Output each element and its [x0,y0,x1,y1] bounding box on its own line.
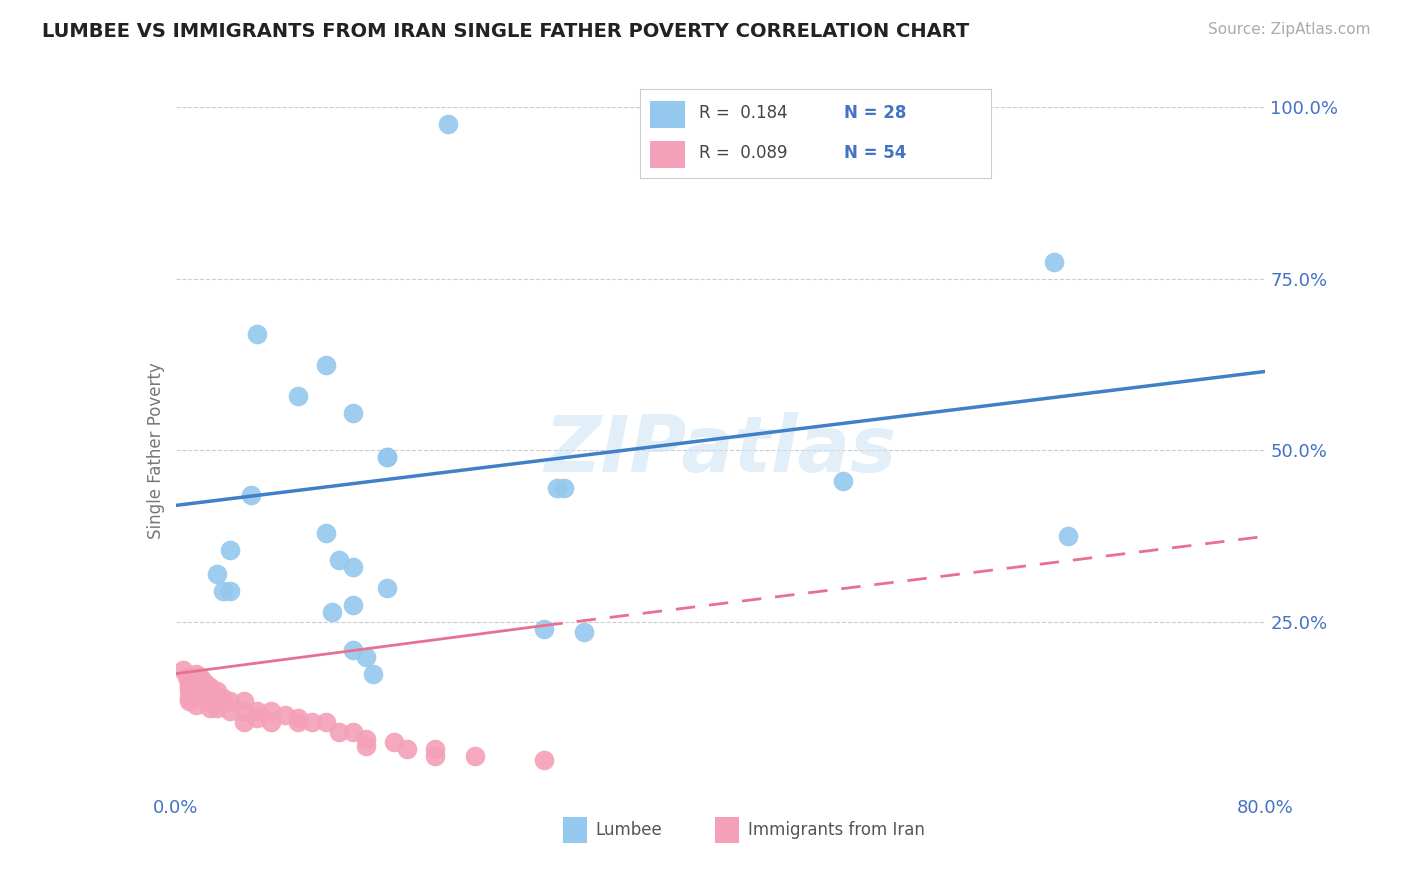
Point [191,681,214,695]
Point [375,450,398,465]
Point [375,450,398,465]
Point [356,739,378,753]
Point [179,690,201,705]
Point [172,663,194,677]
Point [328,553,350,567]
Bar [562,817,586,843]
Point [186,681,208,695]
Point [198,687,221,701]
Point [287,711,309,725]
Point [219,543,242,558]
Point [315,714,337,729]
Point [375,581,398,595]
Point [186,666,208,681]
Point [553,481,575,495]
Point [212,690,235,705]
Point [194,677,217,691]
Point [1043,254,1066,268]
Point [356,731,378,746]
Point [546,481,568,495]
Point [219,584,242,599]
Point [274,707,297,722]
Point [342,598,364,612]
Point [356,649,378,664]
Point [186,698,208,712]
Point [301,714,323,729]
Point [179,677,201,691]
Point [321,605,343,619]
Point [832,475,855,489]
Point [205,690,228,705]
Bar [650,141,686,168]
Point [191,673,214,688]
Point [382,735,405,749]
Point [205,683,228,698]
Point [198,694,221,708]
Point [342,642,364,657]
Point [205,567,228,582]
Point [205,701,228,715]
Text: Immigrants from Iran: Immigrants from Iran [748,822,925,839]
Point [179,681,201,695]
Point [186,683,208,698]
Y-axis label: Single Father Poverty: Single Father Poverty [146,362,165,539]
Text: Source: ZipAtlas.com: Source: ZipAtlas.com [1208,22,1371,37]
Point [361,666,384,681]
Bar [716,817,740,843]
Point [246,705,269,719]
Point [188,681,211,695]
Point [246,326,269,341]
Bar [650,101,686,128]
Point [232,694,254,708]
Point [328,725,350,739]
Point [396,742,419,756]
Text: ZIPatlas: ZIPatlas [544,412,897,489]
Point [342,560,364,574]
Point [260,714,283,729]
Point [239,488,262,502]
Point [179,683,201,698]
Point [179,694,201,708]
Point [287,388,309,402]
Point [423,742,446,756]
Point [342,725,364,739]
Point [232,705,254,719]
Point [219,694,242,708]
Point [198,701,221,715]
Point [194,683,217,698]
Point [533,622,555,636]
Point [179,670,201,684]
Point [464,749,486,764]
Point [574,625,596,640]
Point [533,753,555,767]
Point [423,749,446,764]
Text: LUMBEE VS IMMIGRANTS FROM IRAN SINGLE FATHER POVERTY CORRELATION CHART: LUMBEE VS IMMIGRANTS FROM IRAN SINGLE FA… [42,22,969,41]
Point [194,694,217,708]
Point [315,358,337,372]
Point [191,687,214,701]
Point [232,714,254,729]
Point [198,681,221,695]
Text: Lumbee: Lumbee [595,822,662,839]
Point [1057,529,1080,543]
Text: R =  0.184: R = 0.184 [700,104,789,122]
Point [315,525,337,540]
Point [176,670,198,684]
Point [437,117,460,131]
Point [246,711,269,725]
Text: N = 54: N = 54 [844,145,905,162]
Text: N = 28: N = 28 [844,104,905,122]
Point [212,584,235,599]
Point [219,705,242,719]
Point [188,670,211,684]
Point [287,714,309,729]
Point [260,705,283,719]
Point [186,673,208,688]
Point [342,406,364,420]
Point [188,687,211,701]
Text: R =  0.089: R = 0.089 [700,145,787,162]
